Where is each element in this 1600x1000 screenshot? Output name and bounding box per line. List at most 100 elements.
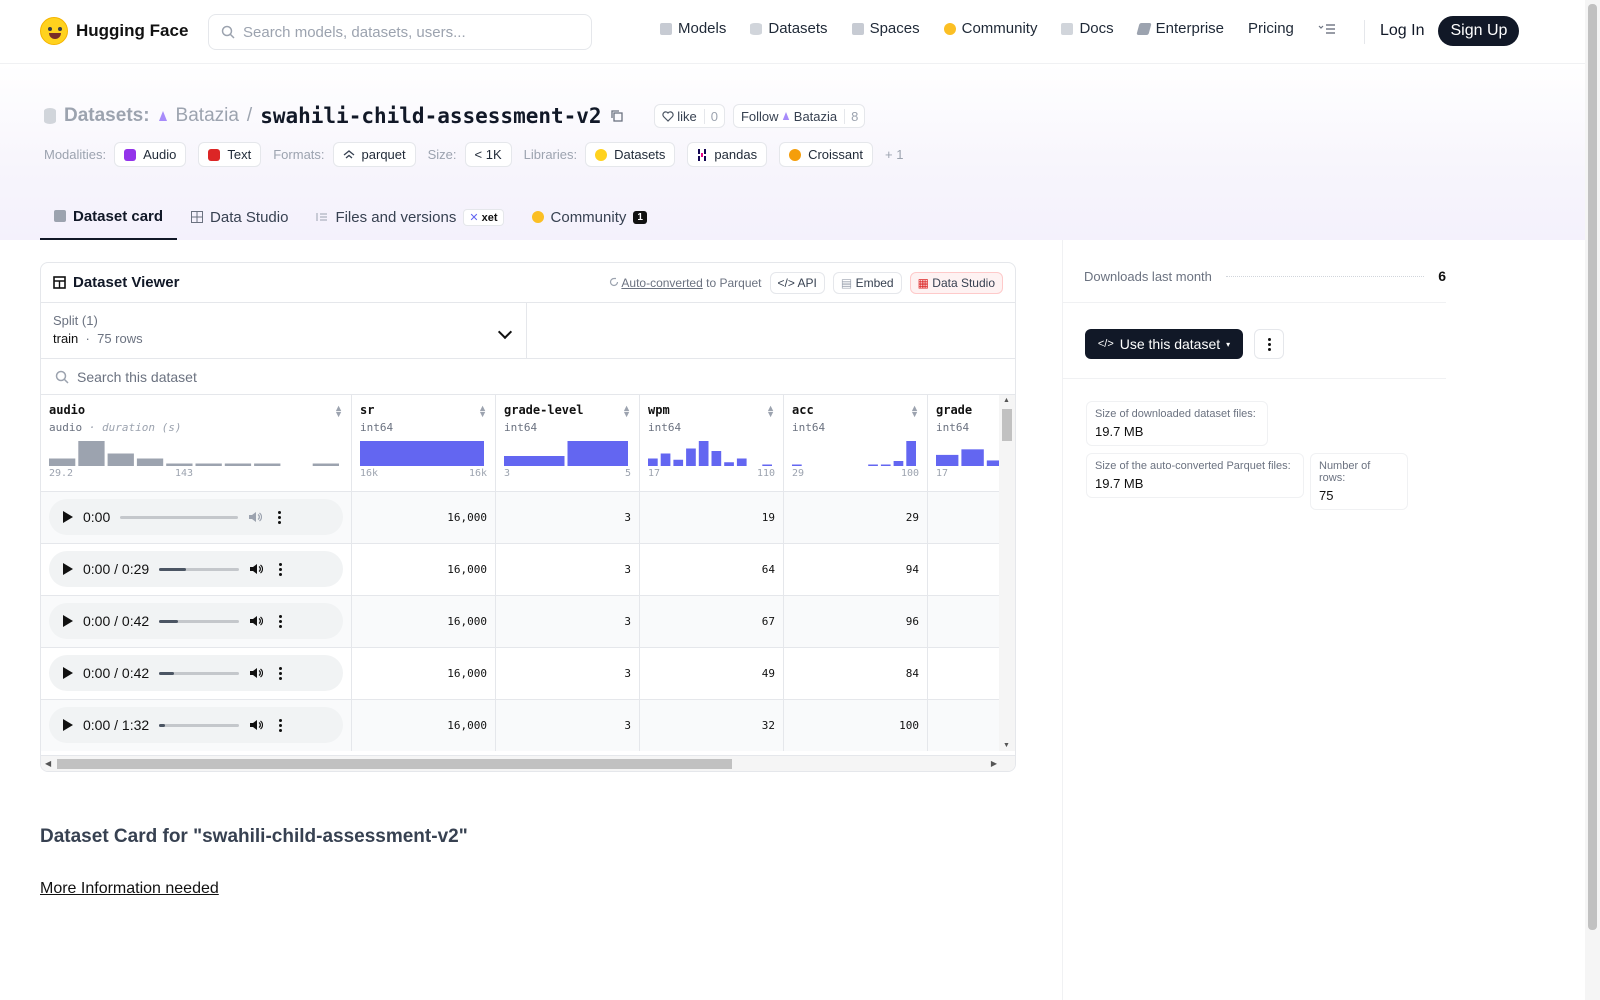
volume-icon[interactable]	[249, 562, 264, 576]
column-header-sr[interactable]: sr int64 ▲ ▼ 16k 16k	[351, 395, 496, 492]
column-header-audio[interactable]: audio audio · duration (s) ▲ ▼ 29.2 143	[41, 395, 352, 492]
table-row[interactable]: 0:00 / 0:29 16,000 3 64 94	[41, 543, 1015, 596]
volume-icon[interactable]	[248, 510, 263, 524]
global-search-input[interactable]	[243, 23, 573, 41]
more-info-link[interactable]: More Information needed	[40, 880, 219, 897]
column-range: 16k 16k	[360, 468, 487, 479]
nav-spaces[interactable]: Spaces	[851, 20, 920, 37]
sort-icon[interactable]: ▲ ▼	[478, 403, 487, 419]
nav-datasets[interactable]: Datasets	[750, 20, 828, 37]
page-scroll-thumb[interactable]	[1588, 4, 1597, 930]
dataset-search-input[interactable]	[77, 368, 477, 385]
scroll-left-icon[interactable]: ◀	[45, 759, 52, 768]
data-studio-button[interactable]: ▦ Data Studio	[909, 271, 1003, 294]
scroll-up-icon[interactable]: ▲	[1003, 397, 1010, 404]
data-table-scroll[interactable]: audio audio · duration (s) ▲ ▼ 29.2 143 sr int6…	[41, 395, 1015, 751]
signup-button[interactable]: Sign Up	[1438, 16, 1520, 46]
column-min: 17	[936, 468, 949, 479]
audio-progress-track[interactable]	[159, 671, 240, 675]
table-horizontal-scrollbar[interactable]: ◀ ▶	[41, 755, 1015, 771]
sort-icon[interactable]: ▲ ▼	[334, 403, 343, 419]
audio-progress-track[interactable]	[159, 723, 240, 727]
column-header-acc[interactable]: acc int64 ▲ ▼ 29 100	[783, 395, 928, 492]
tag-pandas[interactable]: pandas	[687, 142, 768, 167]
nav-docs[interactable]: Docs	[1061, 20, 1114, 37]
libraries-more[interactable]: + 1	[885, 147, 904, 162]
column-header-wpm[interactable]: wpm int64 ▲ ▼ 17 110	[639, 395, 784, 492]
table-row[interactable]: 0:00 16,000 3 19 29	[41, 491, 1015, 544]
copy-icon[interactable]	[610, 109, 624, 123]
downloads-value: 6	[1438, 268, 1446, 284]
audio-player[interactable]: 0:00 / 0:29	[49, 551, 343, 587]
follow-button[interactable]: Follow Batazia 8	[732, 104, 866, 128]
sort-icon[interactable]: ▲ ▼	[910, 403, 919, 419]
tab-community[interactable]: Community 1	[518, 194, 661, 240]
more-options-icon[interactable]	[279, 562, 283, 576]
audio-player[interactable]: 0:00 / 0:42	[49, 603, 343, 639]
audio-progress-track[interactable]	[159, 619, 240, 623]
tag-text[interactable]: Text	[198, 142, 262, 167]
audio-player[interactable]: 0:00 / 0:42	[49, 655, 343, 691]
datasets-breadcrumb[interactable]: Datasets:	[64, 105, 150, 126]
table-row[interactable]: 0:00 / 0:42 16,000 3 67 96	[41, 595, 1015, 648]
audio-player[interactable]: 0:00	[49, 499, 343, 535]
sort-icon[interactable]: ▲ ▼	[766, 403, 775, 419]
scroll-down-icon[interactable]: ▼	[1003, 742, 1010, 749]
nav-community[interactable]: Community	[943, 20, 1037, 37]
scroll-right-icon[interactable]: ▶	[990, 759, 997, 768]
embed-button[interactable]: ▤ Embed	[832, 271, 902, 294]
play-icon[interactable]	[63, 615, 73, 627]
audio-progress-track[interactable]	[159, 567, 240, 571]
logo[interactable]: Hugging Face	[40, 17, 188, 45]
repo-name[interactable]: swahili-child-assessment-v2	[260, 104, 602, 128]
tab-data-studio[interactable]: Data Studio	[177, 194, 302, 240]
page-scrollbar[interactable]	[1585, 0, 1600, 1000]
tag-size[interactable]: < 1K	[464, 142, 512, 167]
global-search[interactable]	[208, 14, 592, 50]
like-button[interactable]: like 0	[653, 104, 725, 128]
nav-models[interactable]: Models	[660, 20, 726, 37]
audio-player[interactable]: 0:00 / 1:32	[49, 707, 343, 743]
nav-more-menu[interactable]	[1318, 23, 1336, 35]
more-options-icon[interactable]	[279, 666, 283, 680]
tag-croissant[interactable]: Croissant	[779, 142, 873, 167]
scroll-thumb[interactable]	[57, 759, 732, 769]
column-histogram[interactable]	[49, 440, 339, 466]
tag-parquet[interactable]: parquet	[332, 142, 416, 167]
table-row[interactable]: 0:00 / 0:42 16,000 3 49 84	[41, 647, 1015, 700]
more-options-icon[interactable]	[279, 614, 283, 628]
column-histogram[interactable]	[792, 440, 916, 466]
play-icon[interactable]	[63, 667, 73, 679]
login-link[interactable]: Log In	[1380, 22, 1425, 39]
volume-icon[interactable]	[249, 718, 264, 732]
scroll-thumb[interactable]	[1002, 409, 1012, 441]
volume-icon[interactable]	[249, 666, 264, 680]
use-dataset-button[interactable]: </> Use this dataset ▾	[1085, 329, 1243, 359]
more-options-button[interactable]	[1254, 329, 1284, 359]
table-vertical-scrollbar[interactable]: ▲ ▼	[999, 395, 1015, 751]
more-options-icon[interactable]	[278, 510, 282, 524]
tab-files-and-versions[interactable]: Files and versions ✕ xet	[302, 194, 517, 240]
split-selector[interactable]: Split (1) train · 75 rows	[41, 303, 527, 358]
api-button[interactable]: </> API	[769, 271, 825, 294]
owner-link[interactable]: Batazia	[175, 105, 239, 126]
tab-dataset-card[interactable]: Dataset card	[40, 194, 178, 240]
column-histogram[interactable]	[504, 440, 628, 466]
sort-icon[interactable]: ▲ ▼	[622, 403, 631, 419]
audio-progress-track[interactable]	[120, 515, 239, 519]
column-header-grade-level[interactable]: grade-level int64 ▲ ▼ 3 5	[495, 395, 640, 492]
play-icon[interactable]	[63, 563, 73, 575]
column-histogram[interactable]	[648, 440, 772, 466]
auto-converted-link[interactable]: Auto-converted	[621, 275, 703, 290]
dataset-search[interactable]	[41, 359, 1015, 395]
play-icon[interactable]	[63, 511, 73, 523]
more-options-icon[interactable]	[279, 718, 283, 732]
column-histogram[interactable]	[360, 440, 484, 466]
volume-icon[interactable]	[249, 614, 264, 628]
tag-datasets[interactable]: Datasets	[585, 142, 676, 167]
table-row[interactable]: 0:00 / 1:32 16,000 3 32 100	[41, 699, 1015, 751]
tag-audio[interactable]: Audio	[114, 142, 187, 167]
nav-pricing[interactable]: Pricing	[1248, 20, 1294, 37]
play-icon[interactable]	[63, 719, 73, 731]
nav-enterprise[interactable]: Enterprise	[1136, 20, 1224, 37]
